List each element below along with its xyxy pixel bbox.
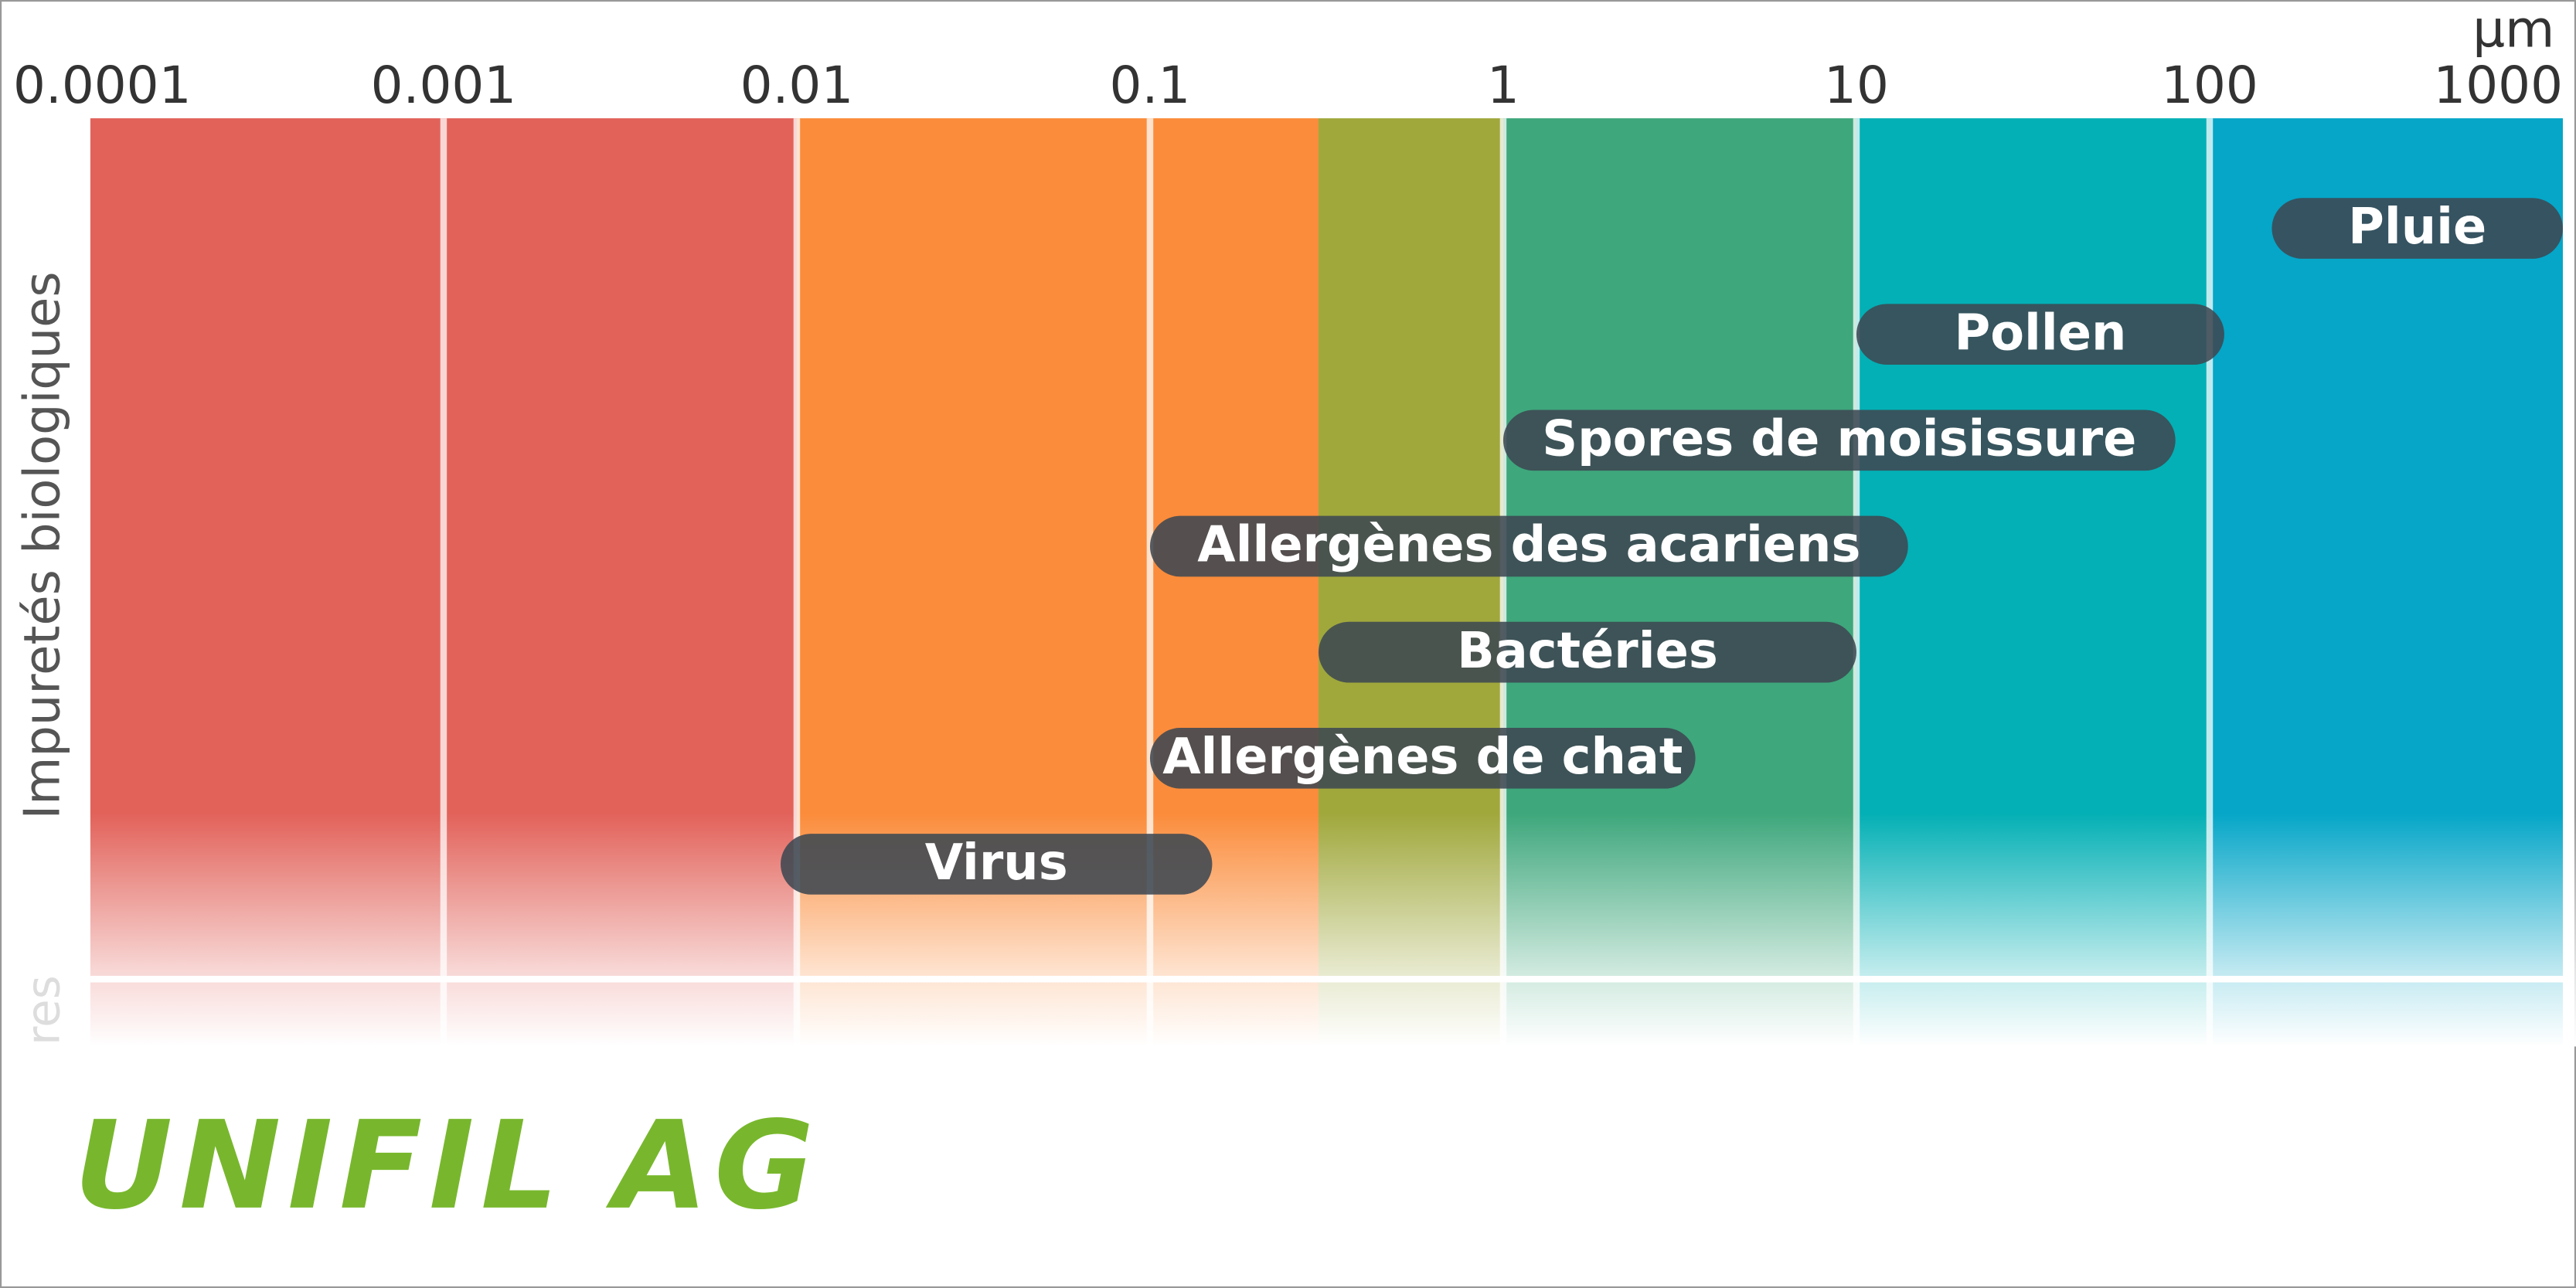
range-bar [1502,410,2176,471]
bar-label: Pollen [1954,304,2126,362]
range-bar [1856,304,2224,365]
bar-label: Allergènes des acariens [1197,517,1860,574]
y-axis-label: Impuretés biologiques [15,271,72,819]
range-bar [1318,621,1856,683]
fade-overlay [66,813,2576,1047]
bar-label: Spores de moisissure [1542,411,2136,468]
bar-label: Bactéries [1457,623,1718,680]
unit-label: µm [2472,0,2554,59]
range-bar [781,834,1213,895]
x-tick-label: 1 [1487,56,1519,115]
bar-label: Virus [925,834,1068,892]
range-bar [1149,515,1908,577]
x-tick-label: 100 [2161,56,2258,115]
x-tick-label: 0.1 [1110,56,1191,115]
next-y-axis-label: res [18,975,71,1045]
range-bar [2271,198,2563,259]
x-tick-label: 1000 [2433,56,2563,115]
x-tick-label: 0.001 [371,56,517,115]
x-tick-label: 0.0001 [13,56,192,115]
bar-label: Pluie [2348,199,2486,256]
range-bar [1149,727,1696,789]
x-tick-label: 0.01 [740,56,854,115]
logo: UNIFIL AG [74,1096,821,1237]
x-tick-label: 10 [1824,56,1889,115]
bar-label: Allergènes de chat [1162,729,1683,786]
